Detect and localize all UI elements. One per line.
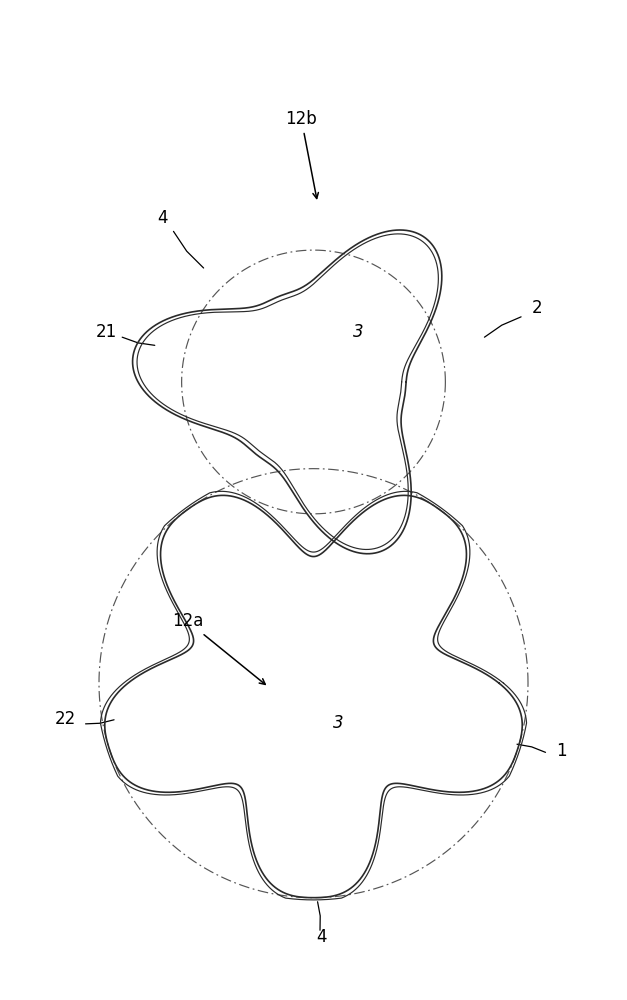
Text: 12a: 12a (172, 612, 265, 684)
Text: 2: 2 (532, 299, 543, 317)
Text: 1: 1 (557, 742, 567, 760)
Text: 3: 3 (353, 323, 364, 341)
Text: 4: 4 (317, 928, 327, 946)
Text: 21: 21 (95, 323, 117, 341)
Text: 3: 3 (332, 714, 343, 732)
Text: 12b: 12b (285, 110, 319, 198)
Text: 22: 22 (55, 710, 76, 728)
Text: 4: 4 (157, 209, 168, 227)
